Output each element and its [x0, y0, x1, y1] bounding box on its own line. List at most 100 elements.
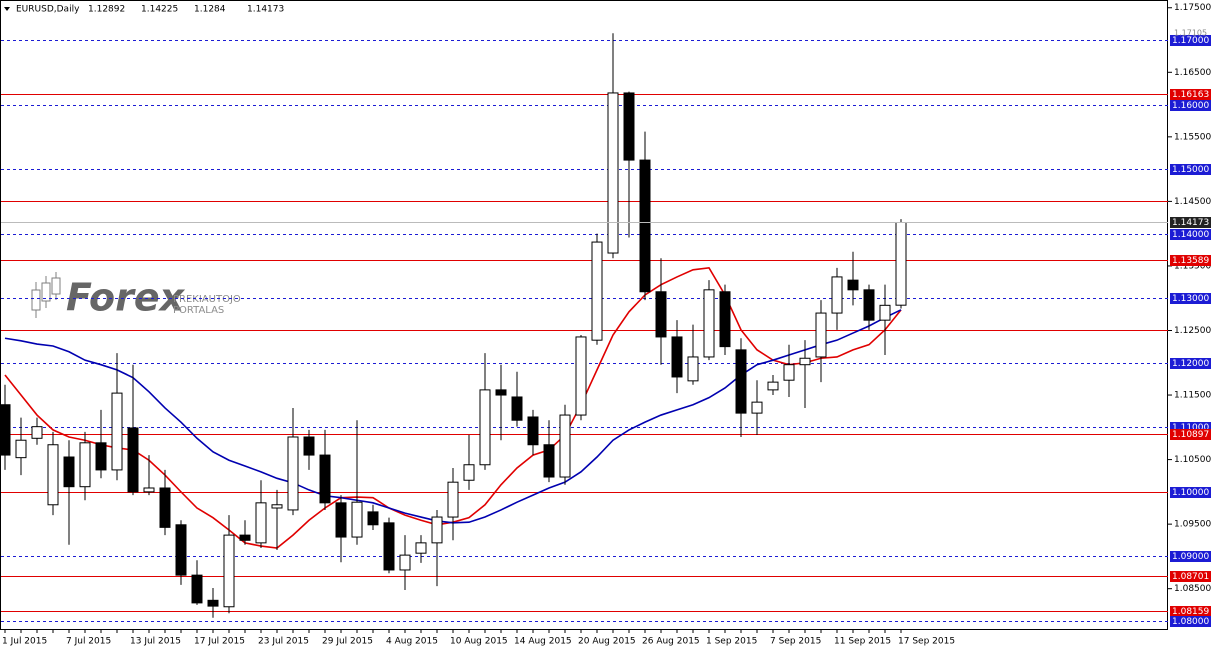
x-tick-label: 10 Aug 2015: [450, 637, 508, 647]
candle-body: [95, 442, 107, 471]
watermark: Forex PREKIAUTOJO PORTALAS: [31, 272, 241, 320]
x-tick-label: 11 Sep 2015: [834, 637, 891, 647]
candle-body: [527, 416, 539, 446]
level-label-box: [1170, 255, 1211, 266]
level-label: 1.10000: [1172, 488, 1209, 498]
candle-body: [319, 454, 331, 504]
candle-body: [655, 291, 667, 338]
candle-body: [207, 599, 219, 607]
candle-body: [175, 524, 187, 576]
level-label-box: [1170, 358, 1211, 369]
candle-body: [863, 289, 875, 321]
level-label: 1.13589: [1172, 256, 1209, 266]
candle-body: [127, 427, 139, 493]
candle-body: [559, 414, 571, 478]
x-tick-label: 20 Aug 2015: [578, 637, 636, 647]
y-tick-label: 1.14500: [1174, 197, 1211, 207]
candle-body: [463, 464, 475, 481]
header-close: 1.14173: [247, 5, 284, 15]
candle-body: [351, 501, 363, 538]
y-tick-label: 1.17500: [1174, 3, 1211, 13]
candle-body: [79, 442, 91, 488]
candle-body: [367, 511, 379, 526]
x-tick-label: 7 Jul 2015: [66, 637, 111, 647]
chart-title: EURUSD,Daily: [16, 5, 80, 15]
level-label: 1.08000: [1172, 617, 1209, 627]
level-label: 1.15000: [1172, 165, 1209, 175]
candle-body: [639, 159, 651, 293]
candle-body: [703, 289, 715, 358]
watermark-tagline: PORTALAS: [173, 305, 224, 316]
x-tick-label: 29 Jul 2015: [322, 637, 373, 647]
candle-body: [383, 522, 395, 571]
header-low: 1.1284: [194, 5, 226, 15]
level-label-box: [1170, 293, 1211, 304]
y-tick-label: 1.15500: [1174, 132, 1211, 142]
level-label-box: [1170, 606, 1211, 617]
candle-body: [223, 534, 235, 608]
candle-body: [735, 349, 747, 414]
level-label-box: [1170, 616, 1211, 627]
candle-body: [479, 389, 491, 466]
x-tick-label: 17 Sep 2015: [898, 637, 955, 647]
level-label: 1.11000: [1172, 423, 1209, 433]
candle-body: [239, 534, 251, 541]
level-label-box: [1170, 429, 1211, 440]
candle-body: [543, 444, 555, 478]
candle-body: [15, 439, 27, 459]
level-label: 1.08159: [1172, 607, 1209, 617]
candle-body: [303, 436, 315, 456]
candle-body: [751, 401, 763, 414]
level-label-box: [1170, 229, 1211, 240]
x-tick-label: 13 Jul 2015: [130, 637, 181, 647]
candle-body: [159, 487, 171, 528]
candle-body: [719, 291, 731, 348]
level-label-box: [1170, 100, 1211, 111]
watermark-brand: Forex: [66, 276, 186, 320]
candle-body: [191, 574, 203, 604]
candle-body: [0, 404, 11, 456]
y-tick-label: 1.11500: [1174, 391, 1211, 401]
candle-body: [879, 304, 891, 321]
level-label: 1.16000: [1172, 101, 1209, 111]
level-label: 1.08701: [1172, 572, 1209, 582]
x-tick-label: 17 Jul 2015: [194, 637, 245, 647]
candle-body: [767, 381, 779, 391]
level-label-box: [1170, 89, 1211, 100]
x-tick-label: 26 Aug 2015: [642, 637, 700, 647]
candle-body: [623, 92, 635, 161]
candle-body: [255, 502, 267, 544]
candle-body: [415, 542, 427, 554]
x-tick-label: 23 Jul 2015: [258, 637, 309, 647]
candle-body: [687, 356, 699, 382]
y-tick-label: 1.12500: [1174, 326, 1211, 336]
level-label: 1.10897: [1172, 430, 1209, 440]
candle-body: [335, 502, 347, 538]
level-label-box: [1170, 422, 1211, 433]
level-label-box: [1170, 487, 1211, 498]
candle-body: [495, 389, 507, 396]
candle-body: [671, 336, 683, 378]
header-high: 1.14225: [141, 5, 178, 15]
y-tick-label: 1.13500: [1174, 261, 1211, 271]
level-label: 1.12000: [1172, 359, 1209, 369]
candle-body: [111, 392, 123, 471]
x-tick-label: 1 Jul 2015: [2, 637, 47, 647]
watermark-tagline: PREKIAUTOJO: [173, 294, 241, 305]
x-tick-label: 4 Aug 2015: [386, 637, 438, 647]
candle-body: [271, 504, 283, 509]
level-label-box: [1170, 164, 1211, 175]
candle-body: [607, 92, 619, 254]
current-price-box: [1170, 217, 1211, 229]
candle-body: [591, 241, 603, 341]
candle-body: [575, 336, 587, 416]
level-label: 1.09000: [1172, 552, 1209, 562]
candle-body: [511, 396, 523, 421]
y-tick-label: 1.16500: [1174, 68, 1211, 78]
candle-body: [895, 222, 907, 306]
candle-body: [815, 312, 827, 358]
current-price-label: 1.14173: [1172, 218, 1209, 228]
menu-arrow: [4, 7, 10, 11]
